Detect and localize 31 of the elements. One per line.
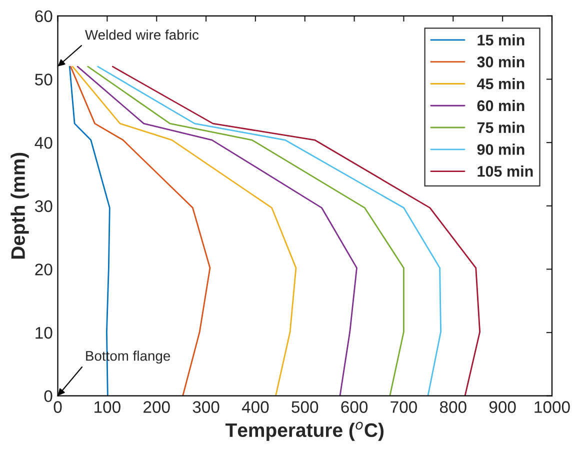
x-tick-label: 900 [489,401,516,413]
legend-label: 60 min [477,100,524,112]
y-tick-label: 50 [35,74,52,86]
y-tick-label: 60 [35,10,52,22]
line-series [70,66,211,396]
legend-label: 90 min [477,144,524,155]
x-axis-title: Temperature ($^{o}$C) [225,422,384,441]
x-tick-label: 0 [54,401,62,413]
line-series [76,66,358,396]
x-tick-label: 600 [341,401,368,413]
x-tick-label: 1000 [534,401,570,413]
x-tick-label: 200 [144,401,170,413]
x-tick-label: 700 [390,401,417,413]
legend-label: 75 min [477,122,524,134]
x-tick-label: 800 [440,401,466,413]
line-series [72,66,297,396]
x-tick-label: 300 [192,401,220,413]
legend-label: 15 min [478,34,524,46]
legend-label: 30 min [477,56,524,68]
x-tick-label: 500 [292,401,318,413]
y-tick-label: 30 [35,200,52,212]
y-tick-label: 10 [36,326,52,339]
x-tick-label: 100 [94,401,120,413]
y-axis-title: Depth (mm) [10,152,29,259]
legend-label: 45 min [476,78,524,90]
y-tick-label: 40 [34,136,52,149]
x-tick-label: 400 [242,401,269,413]
y-tick-label: 20 [35,264,52,276]
y-tick-label: 0 [44,390,52,402]
annotation: Welded wire fabric [85,30,199,40]
legend-label: 105 min [478,166,533,177]
